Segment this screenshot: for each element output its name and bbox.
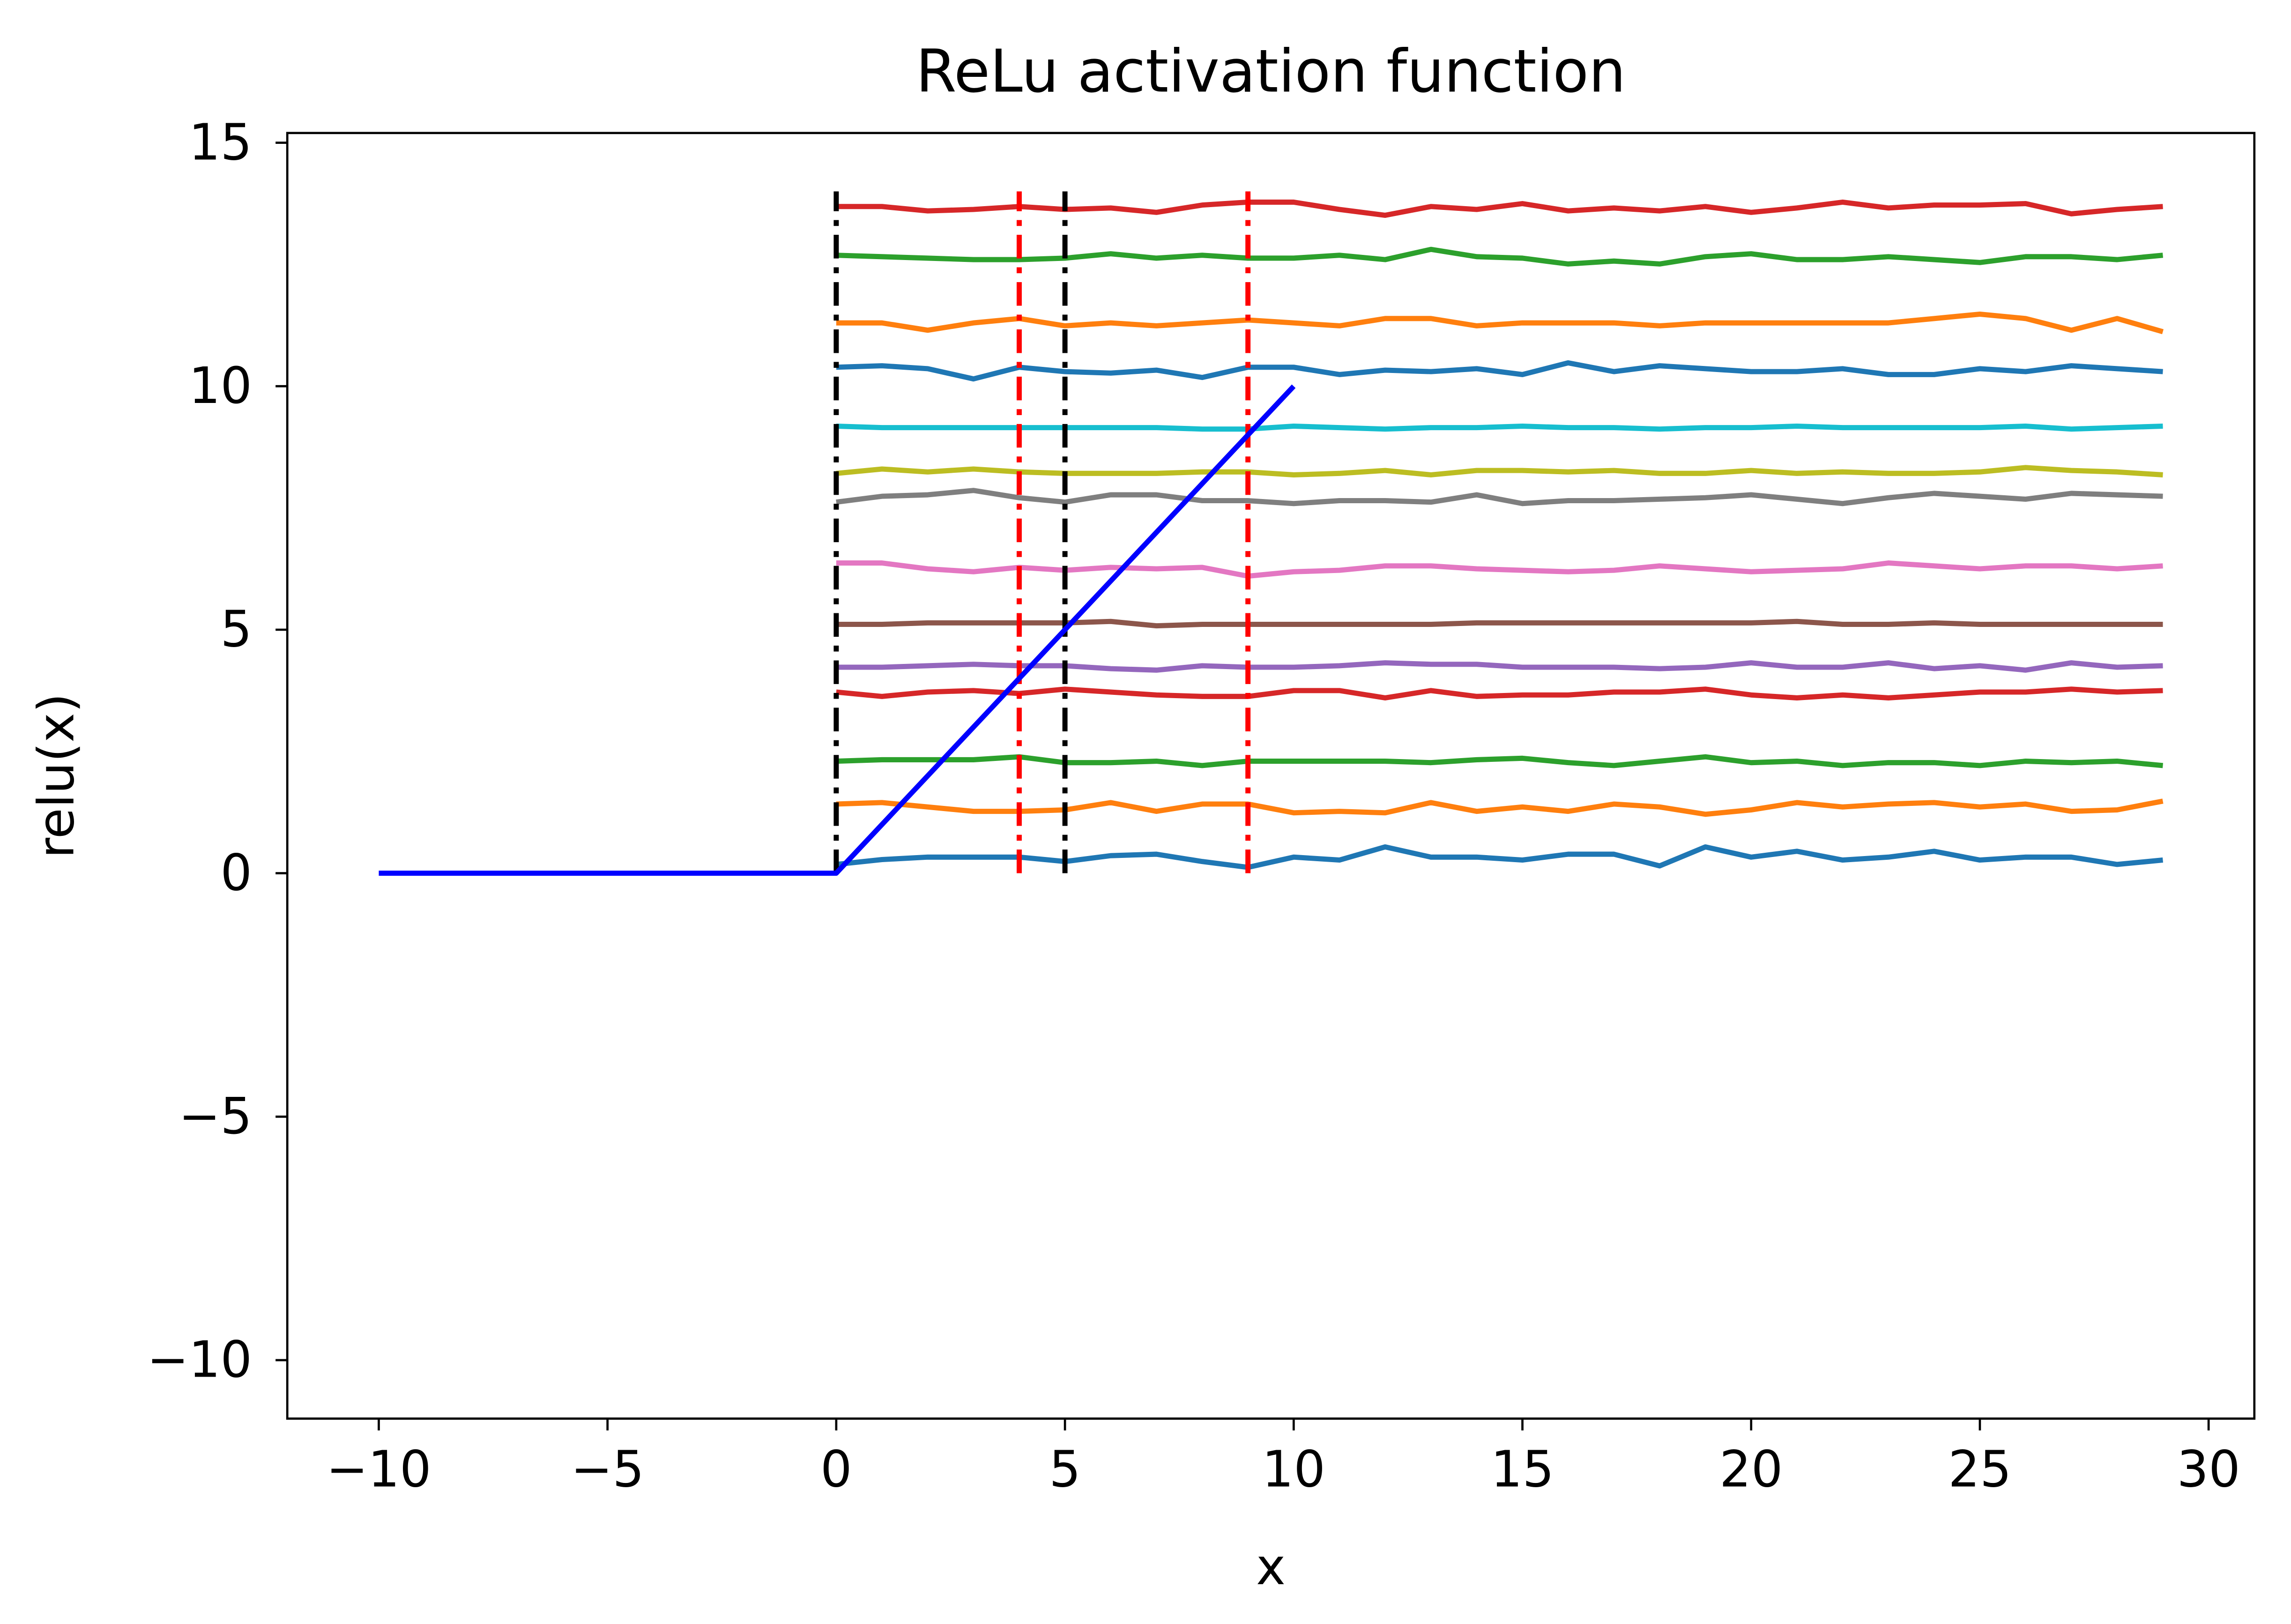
- series-line-4: [836, 660, 2163, 673]
- x-tick-label: 0: [820, 1440, 852, 1498]
- data-series-group: [379, 191, 2164, 876]
- x-tick-label: 15: [1491, 1440, 1554, 1498]
- chart-title: ReLu activation function: [916, 37, 1626, 106]
- y-tick-label: 0: [220, 844, 252, 902]
- x-tick-label: 30: [2177, 1440, 2240, 1498]
- series-line-9: [836, 423, 2163, 432]
- x-tick-label: −5: [571, 1440, 644, 1498]
- series-line-2: [836, 754, 2164, 768]
- series-line-0: [836, 844, 2164, 870]
- x-tick-label: −10: [326, 1440, 431, 1498]
- series-line-12: [836, 246, 2164, 267]
- series-line-5: [836, 618, 2163, 629]
- x-tick-label: 5: [1049, 1440, 1081, 1498]
- x-tick-label: 25: [1948, 1440, 2011, 1498]
- y-tick-label: −5: [179, 1088, 252, 1146]
- x-tick-label: 10: [1262, 1440, 1325, 1498]
- series-line-6: [836, 560, 2163, 579]
- y-tick-label: 5: [220, 600, 252, 658]
- y-tick-label: 10: [189, 357, 252, 415]
- x-tick-label: 20: [1719, 1440, 1783, 1498]
- y-axis-label: relu(x): [28, 693, 86, 858]
- ticks-group: −10 −5 0 5 10 15 20 25 30 −10 −5 0 5 10 15: [147, 113, 2240, 1499]
- chart-scaled-group: −10 −5 0 5 10 15 20 25 30 −10 −5 0 5 10 15 ReLu activa…: [28, 37, 2256, 1596]
- y-tick-label: −10: [147, 1331, 252, 1389]
- relu-line: [379, 384, 1296, 876]
- x-axis-label: x: [1256, 1538, 1286, 1596]
- y-tick-label: 15: [189, 113, 252, 171]
- series-line-3: [836, 686, 2163, 700]
- series-line-7: [836, 488, 2163, 507]
- series-line-11: [836, 311, 2164, 335]
- series-line-8: [836, 465, 2163, 477]
- series-line-10: [836, 360, 2163, 382]
- series-line-1: [836, 798, 2164, 817]
- plot-area-frame: [286, 132, 2256, 1420]
- series-line-13: [836, 199, 2163, 218]
